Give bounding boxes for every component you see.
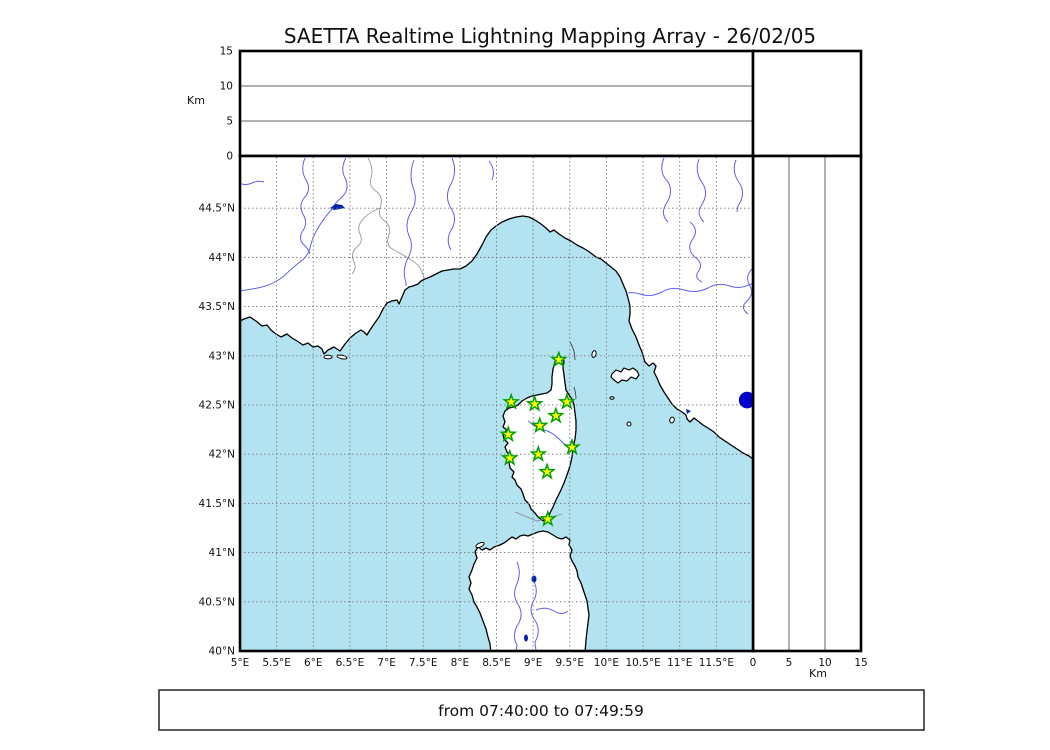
station-marker — [502, 392, 521, 410]
map-border — [238, 154, 755, 653]
corner-panel-border — [751, 49, 863, 158]
lon-tick-label: 10.5°E — [625, 657, 660, 669]
altitude-axis-label-bottom: Km — [809, 667, 827, 680]
altitude-tick-label: 15 — [854, 657, 867, 669]
station-marker — [525, 394, 544, 412]
altitude-tick-label: 0 — [750, 657, 757, 669]
station-marker — [500, 448, 519, 466]
lat-tick-label: 43.5°N — [199, 301, 235, 313]
island-corsica — [502, 355, 577, 523]
station-marker — [538, 509, 557, 527]
island-giglio — [669, 416, 675, 424]
lat-tick-label: 42°N — [209, 449, 235, 461]
station-marker — [499, 425, 518, 443]
lat-tick-label: 44°N — [209, 252, 235, 264]
river — [530, 581, 539, 650]
lake — [531, 575, 537, 583]
altitude-tick-label: 10 — [818, 657, 831, 669]
river — [514, 561, 522, 650]
top-panel-gridlines — [240, 85, 753, 122]
coast-line-feature — [573, 386, 577, 400]
lon-tick-label: 11°E — [667, 657, 692, 669]
island-asinara — [475, 541, 485, 549]
lat-tick-label: 41°N — [209, 547, 235, 559]
time-range-border — [158, 689, 925, 731]
latitude-tick-labels: 40°N 40.5°N 41°N 41.5°N 42°N 42.5°N 43°N 43.5°N… — [199, 203, 235, 658]
lat-tick-label: 42.5°N — [199, 399, 235, 411]
lat-tick-label: 40°N — [209, 646, 235, 658]
coast-line-feature — [569, 341, 576, 361]
island-elba — [610, 367, 640, 384]
coastline-mainland — [241, 157, 752, 460]
right-altitude-tick-labels: 0 5 10 15 — [750, 657, 868, 669]
lon-tick-label: 5.5°E — [262, 657, 291, 669]
lon-tick-label: 6°E — [304, 657, 323, 669]
lon-tick-label: 8°E — [451, 657, 470, 669]
island-sardinia — [468, 530, 590, 650]
lon-tick-label: 6.5°E — [336, 657, 365, 669]
lat-tick-label: 41.5°N — [199, 498, 235, 510]
graticule — [241, 157, 752, 650]
altitude-tick-label: 15 — [220, 46, 233, 58]
altitude-tick-label: 10 — [220, 81, 233, 93]
lake — [524, 634, 528, 642]
station-marker — [562, 437, 581, 455]
admin-border — [351, 207, 381, 275]
lon-tick-label: 10°E — [594, 657, 619, 669]
station-marker — [557, 392, 576, 410]
time-range-label: from 07:40:00 to 07:49:59 — [438, 702, 644, 720]
coastal-lagoon — [686, 409, 691, 414]
island-porquerolles — [323, 354, 333, 360]
altitude-tick-label: 5 — [226, 116, 233, 128]
right-panel-background — [753, 156, 861, 651]
lon-tick-label: 5°E — [231, 657, 250, 669]
top-altitude-panel — [238, 49, 755, 158]
lma-stations — [499, 350, 581, 527]
map-panel — [238, 154, 755, 653]
lat-tick-label: 40.5°N — [199, 596, 235, 608]
longitude-tick-labels: 5°E 5.5°E 6°E 6.5°E 7°E 7.5°E 8°E 8.5°E 9°E 9.5°E… — [231, 657, 734, 669]
figure-title: SAETTA Realtime Lightning Mapping Array … — [284, 24, 816, 48]
time-range-box: from 07:40:00 to 07:49:59 — [158, 689, 925, 731]
lon-tick-label: 9.5°E — [555, 657, 584, 669]
lat-tick-label: 44.5°N — [199, 203, 235, 215]
lon-tick-label: 11.5°E — [699, 657, 734, 669]
altitude-tick-label: 0 — [226, 151, 233, 163]
right-altitude-panel — [751, 154, 863, 653]
corner-panel — [751, 49, 863, 158]
lon-tick-label: 9°E — [524, 657, 543, 669]
station-marker — [546, 406, 565, 424]
river — [535, 607, 569, 614]
island-pianosa — [609, 396, 615, 400]
top-panel-background — [240, 51, 753, 156]
island-montecristo — [626, 421, 632, 427]
lightning-events — [738, 391, 752, 409]
station-marker — [529, 444, 548, 462]
right-panel-gridlines — [788, 156, 826, 651]
top-altitude-tick-labels: 0 5 10 15 — [220, 46, 233, 163]
lightning-event-dot — [738, 391, 752, 409]
altitude-axis-label-left: Km — [187, 94, 205, 107]
altitude-tick-label: 5 — [786, 657, 793, 669]
admin-border — [367, 157, 426, 280]
lon-tick-label: 7.5°E — [409, 657, 438, 669]
lat-tick-label: 43°N — [209, 350, 235, 362]
station-marker — [530, 416, 549, 434]
station-marker — [549, 350, 568, 368]
station-marker — [538, 462, 557, 480]
lon-tick-label: 8.5°E — [482, 657, 511, 669]
lon-tick-label: 7°E — [377, 657, 396, 669]
